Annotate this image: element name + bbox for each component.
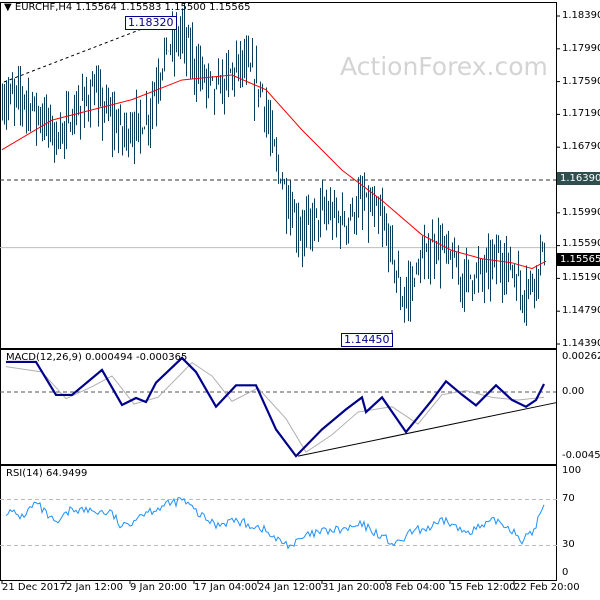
- time-axis-label: 8 Feb 04:00: [386, 582, 446, 593]
- price-axis-label: 1.15190: [562, 272, 600, 284]
- symbol-label: EURCHF,H4: [14, 2, 73, 13]
- rsi-axis-0: 0: [562, 567, 569, 578]
- macd-title: MACD(12,26,9) 0.000494 -0.000365: [6, 352, 188, 363]
- time-axis-label: 2 Jan 12:00: [66, 582, 123, 593]
- price-axis-label: 1.17190: [562, 108, 600, 120]
- time-axis-label: 24 Jan 12:00: [258, 582, 322, 593]
- time-axis-label: 31 Jan 20:00: [322, 582, 386, 593]
- time-axis-label: 9 Jan 20:00: [130, 582, 187, 593]
- current-price-tag: 1.15565: [557, 253, 600, 266]
- macd-line: [6, 356, 545, 458]
- rsi-axis-70: 70: [562, 493, 575, 504]
- watermark: ActionForex.com: [340, 52, 548, 81]
- time-axis-label: 21 Dec 2017: [2, 582, 66, 593]
- macd-signal-line: [5, 361, 545, 453]
- rsi-line: [5, 497, 545, 550]
- rsi-axis-100: 100: [562, 465, 582, 476]
- macd-trendline: [297, 402, 557, 457]
- trendline-dashed: [3, 21, 161, 83]
- macd-axis-max: 0.00262: [562, 351, 600, 362]
- rsi-title: RSI(14) 64.9499: [6, 468, 88, 479]
- rsi-axis-30: 30: [562, 539, 575, 550]
- price-axis-label: 1.18390: [562, 10, 600, 21]
- panel-frame: [0, 349, 557, 465]
- price-axis-label: 1.16790: [562, 141, 600, 153]
- price-axis-label: 1.17590: [562, 75, 600, 87]
- panel-frame: [0, 465, 557, 581]
- time-axis-label: 22 Feb 20:00: [514, 582, 580, 593]
- panel-frame: [0, 2, 557, 349]
- macd-axis-min: -0.004526: [562, 450, 600, 461]
- price-axis-label: 1.14790: [562, 305, 600, 317]
- ohlc-values: 1.15564 1.15583 1.15500 1.15565: [75, 2, 251, 13]
- collapse-arrow-icon[interactable]: ▼: [4, 2, 12, 13]
- high-price-label: 1.18320: [125, 16, 177, 30]
- low-price-label: 1.14450: [341, 333, 393, 347]
- moving-average-line: [1, 74, 547, 270]
- price-axis-label: 1.15990: [562, 206, 600, 218]
- price-axis-label: 1.15590: [562, 237, 600, 249]
- chart-header: ▼ EURCHF,H4 1.15564 1.15583 1.15500 1.15…: [4, 2, 250, 13]
- time-axis-label: 17 Jan 04:00: [194, 582, 258, 593]
- time-axis-label: 15 Feb 12:00: [450, 582, 516, 593]
- price-axis-label: 1.17990: [562, 42, 600, 54]
- price-axis-label: 1.14390: [562, 338, 600, 349]
- resistance-level-tag: 1.16390: [557, 172, 600, 185]
- macd-axis-zero: 0.00: [562, 386, 585, 397]
